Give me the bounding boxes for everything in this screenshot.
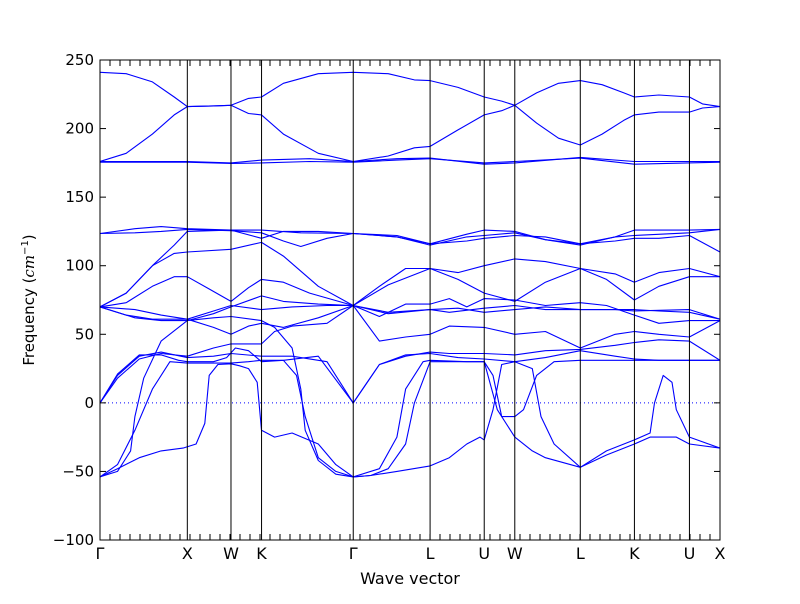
y-tick-label-3: 0 (84, 394, 94, 412)
x-tick-label-1: Γ (96, 544, 105, 563)
x-tick-label-5: Γ (349, 544, 358, 563)
x-tick-label-4: K (256, 544, 267, 563)
x-axis-label: Wave vector (360, 569, 460, 588)
y-tick-label-8: 250 (65, 51, 94, 69)
band-line-7 (100, 229, 720, 308)
y-tick-label-6: 150 (65, 188, 94, 206)
x-tick-label-12: X (715, 544, 726, 563)
band-line-14 (100, 339, 720, 404)
y-axis-ticks: −100 −50 0 50 100 150 200 250 (53, 51, 720, 549)
band-line-17 (100, 315, 720, 478)
band-line-15 (100, 347, 720, 404)
x-tick-label-2: X (182, 544, 193, 563)
y-tick-label-5: 100 (65, 257, 94, 275)
y-tick-label-1: −100 (53, 531, 94, 549)
y-tick-label-4: 50 (75, 325, 94, 343)
plot-frame (99, 59, 721, 541)
kpoint-separators (186, 60, 690, 540)
x-tick-label-3: W (223, 544, 239, 563)
y-tick-label-7: 200 (65, 120, 94, 138)
band-line-8 (100, 241, 720, 308)
band-line-16 (100, 361, 720, 478)
band-line-9 (100, 258, 720, 308)
x-tick-label-10: K (629, 544, 640, 563)
x-tick-label-7: U (478, 544, 490, 563)
band-line-18 (100, 359, 720, 478)
y-tick-label-2: −50 (62, 462, 94, 480)
y-axis-label: Frequency (cm−1) (20, 234, 38, 365)
band-line-11 (100, 304, 720, 335)
x-tick-label-9: L (576, 544, 585, 563)
x-tick-label-11: U (684, 544, 696, 563)
x-tick-label-6: L (426, 544, 435, 563)
x-tick-label-8: W (507, 544, 523, 563)
